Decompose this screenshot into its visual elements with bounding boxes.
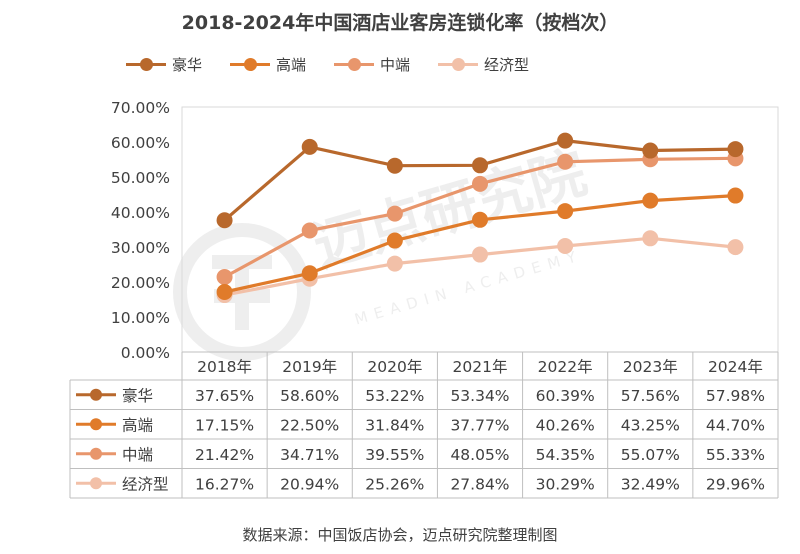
legend-marker: [452, 58, 465, 71]
data-point: [642, 142, 659, 159]
data-point: [642, 192, 659, 209]
data-point: [386, 205, 403, 222]
table-cell: 53.22%: [365, 387, 424, 405]
legend-marker: [140, 58, 153, 71]
x-tick-label: 2018年: [197, 358, 252, 376]
y-tick-label: 20.00%: [111, 274, 170, 292]
y-tick-label: 30.00%: [111, 239, 170, 257]
table-cell: 20.94%: [280, 475, 339, 493]
data-point: [642, 230, 659, 247]
data-point: [557, 237, 574, 254]
table-series-marker: [90, 418, 102, 431]
y-tick-label: 60.00%: [111, 134, 170, 152]
data-point: [216, 212, 233, 229]
data-point: [386, 255, 403, 272]
data-point: [216, 269, 233, 286]
data-point: [301, 222, 318, 239]
data-point: [472, 211, 488, 228]
legend: 豪华 高端 中端 经济型: [0, 52, 800, 76]
data-point: [557, 153, 574, 170]
legend-marker: [348, 58, 361, 71]
table-cell: 55.33%: [706, 446, 765, 464]
y-tick-label: 50.00%: [111, 169, 170, 187]
x-tick-label: 2024年: [708, 358, 763, 376]
source-note: 数据来源：中国饭店协会，迈点研究院整理制图: [242, 526, 558, 544]
legend-label: 豪华: [172, 56, 203, 74]
data-point: [386, 157, 403, 174]
legend-marker: [244, 58, 257, 71]
table-cell: 39.55%: [365, 446, 424, 464]
table-cell: 21.42%: [195, 446, 254, 464]
y-tick-label: 40.00%: [111, 204, 170, 222]
table-cell: 54.35%: [536, 446, 595, 464]
table-series-marker: [90, 388, 102, 401]
series-2: [216, 187, 744, 300]
table-cell: 40.26%: [536, 416, 595, 434]
table-cell: 57.56%: [621, 387, 680, 405]
series-1: [216, 132, 744, 229]
x-tick-label: 2023年: [623, 358, 678, 376]
table-cell: 31.84%: [365, 416, 424, 434]
table-series-name: 中端: [122, 446, 153, 464]
table-cell: 55.07%: [621, 446, 680, 464]
legend-label: 经济型: [484, 56, 530, 74]
x-tick-label: 2022年: [538, 358, 593, 376]
table-cell: 32.49%: [621, 475, 680, 493]
data-point: [557, 132, 574, 149]
x-tick-label: 2019年: [282, 358, 337, 376]
table-cell: 22.50%: [280, 416, 339, 434]
legend-label: 中端: [380, 56, 411, 74]
data-point: [216, 283, 233, 300]
table-cell: 60.39%: [536, 387, 595, 405]
table-cell: 34.71%: [280, 446, 339, 464]
table-cell: 37.77%: [450, 416, 509, 434]
table-cell: 48.05%: [450, 446, 509, 464]
table-cell: 16.27%: [195, 475, 254, 493]
data-point: [472, 157, 488, 174]
table-cell: 30.29%: [536, 475, 595, 493]
y-tick-label: 0.00%: [121, 344, 170, 362]
data-point: [727, 187, 744, 204]
x-tick-label: 2021年: [453, 358, 508, 376]
data-point: [727, 141, 744, 158]
table-cell: 27.84%: [450, 475, 509, 493]
table-cell: 44.70%: [706, 416, 765, 434]
y-tick-label: 70.00%: [111, 99, 170, 117]
table-cell: 25.26%: [365, 475, 424, 493]
y-tick-label: 10.00%: [111, 309, 170, 327]
table-cell: 29.96%: [706, 475, 765, 493]
data-point: [472, 246, 488, 263]
data-point: [472, 175, 488, 192]
table-series-name: 经济型: [122, 475, 169, 493]
table-cell: 58.60%: [280, 387, 339, 405]
data-point: [301, 265, 318, 282]
watermark-logo: [173, 223, 311, 361]
table-cell: 37.65%: [195, 387, 254, 405]
data-point: [301, 138, 318, 155]
table-cell: 57.98%: [706, 387, 765, 405]
table-series-name: 高端: [122, 416, 153, 434]
table-cell: 53.34%: [450, 387, 509, 405]
table-cell: 17.15%: [195, 416, 254, 434]
data-point: [557, 203, 574, 220]
table-series-marker: [90, 477, 102, 490]
table-series-marker: [90, 447, 102, 460]
chart-title: 2018-2024年中国酒店业客房连锁化率（按档次）: [181, 12, 619, 34]
legend-label: 高端: [276, 56, 307, 74]
table-cell: 43.25%: [621, 416, 680, 434]
data-point: [727, 239, 744, 256]
x-tick-label: 2020年: [367, 358, 422, 376]
table-series-name: 豪华: [122, 386, 153, 405]
data-point: [386, 232, 403, 249]
